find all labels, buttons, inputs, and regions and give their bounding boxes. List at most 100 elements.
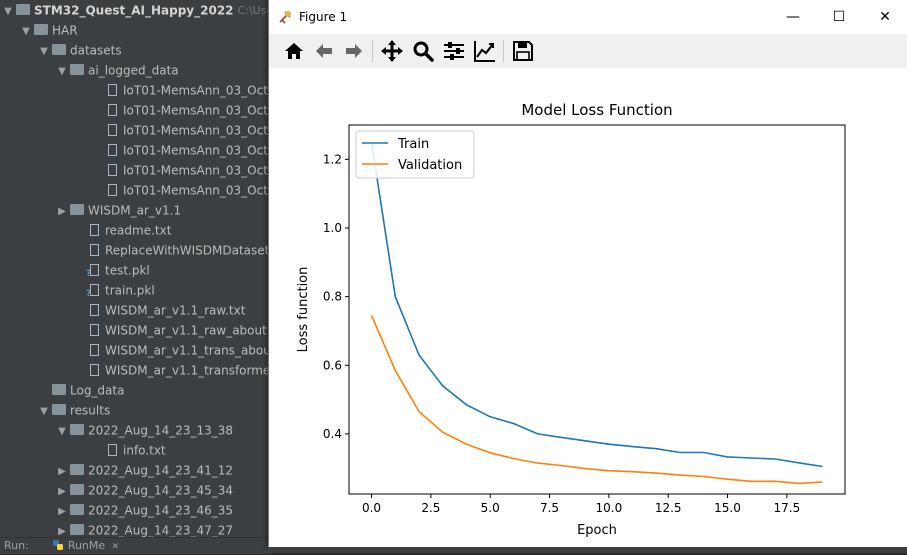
tree-file-row[interactable]: ReplaceWithWISDMDataset.txt [0,240,270,260]
chevron-right-icon[interactable]: ▶ [58,486,66,497]
folder-icon [34,24,48,35]
close-tab-icon[interactable]: ✕ [111,542,120,552]
chevron-down-icon[interactable]: ▼ [40,406,48,417]
chevron-right-icon[interactable]: ▶ [58,506,66,517]
text-file-icon [108,143,117,156]
y-tick-label: 1.0 [323,221,342,235]
text-file-icon [108,183,117,196]
x-tick-label: 10.0 [596,501,623,515]
tree-file-row[interactable]: WISDM_ar_v1.1_transformed.arff [0,360,270,380]
tree-folder-row[interactable]: ▶ WISDM_ar_v1.1 [0,200,270,220]
chevron-right-icon[interactable]: ▶ [58,206,66,217]
chevron-right-icon[interactable]: ▶ [58,526,66,537]
folder-icon [70,64,84,75]
tree-item-label: IoT01-MemsAnn_03_Oct_19_ [123,123,270,138]
tree-folder-row[interactable]: ▶ 2022_Aug_14_23_41_12 [0,460,270,480]
chevron-down-icon[interactable]: ▼ [58,66,66,77]
tree-file-row[interactable]: WISDM_ar_v1.1_raw.txt [0,300,270,320]
tree-file-row[interactable]: IoT01-MemsAnn_03_Oct_19_ [0,120,270,140]
window-title: Figure 1 [299,10,348,24]
zoom-icon[interactable] [410,38,436,64]
edit-axis-icon[interactable] [472,38,498,64]
tree-item-label: WISDM_ar_v1.1 [88,203,182,218]
project-path-hint: C:\Users [237,4,270,17]
tree-folder-row[interactable]: ▶ 2022_Aug_14_23_46_35 [0,500,270,520]
bottom-edge [268,547,907,553]
tree-file-row[interactable]: test.pkl [0,260,270,280]
tree-item-label: results [70,403,111,418]
tree-file-row[interactable]: info.txt [0,440,270,460]
text-file-icon [90,303,99,316]
chevron-down-icon[interactable]: ▼ [4,6,12,17]
tree-folder-row[interactable]: ▼ ai_logged_data [0,60,270,80]
tree-item-label: IoT01-MemsAnn_03_Oct_19_ [123,83,270,98]
navigation-toolbar [269,34,907,68]
folder-icon [52,44,66,55]
series-line-train [370,142,823,468]
tree-item-label: IoT01-MemsAnn_03_Oct_19_ [123,103,270,118]
folder-icon [70,424,84,435]
chevron-down-icon[interactable]: ▼ [58,426,66,437]
run-label: Run: [4,539,29,552]
text-file-icon [90,343,99,356]
tree-file-row[interactable]: IoT01-MemsAnn_03_Oct_19_ [0,100,270,120]
tree-folder-row[interactable]: ▼ HAR [0,20,270,40]
window-titlebar[interactable]: Figure 1 — ☐ ✕ [269,0,907,34]
save-icon[interactable] [510,38,536,64]
maximize-button[interactable]: ☐ [832,9,846,25]
toolbar-separator [503,40,504,62]
tree-item-label: WISDM_ar_v1.1_raw.txt [105,303,246,318]
chart-title: Model Loss Function [521,101,672,119]
x-tick-label: 5.0 [481,501,500,515]
home-icon[interactable] [281,38,307,64]
chevron-down-icon[interactable]: ▼ [22,26,30,37]
tree-item-label: train.pkl [105,283,155,298]
tree-folder-row[interactable]: ▶ 2022_Aug_14_23_45_34 [0,480,270,500]
tree-item-label: test.pkl [105,263,150,278]
tree-item-label: Log_data [70,383,125,398]
unknown-file-icon [86,283,99,300]
pan-icon[interactable] [379,38,405,64]
tree-folder-row[interactable]: Log_data [0,380,270,400]
tree-file-row[interactable]: IoT01-MemsAnn_03_Oct_19_ [0,80,270,100]
text-file-icon [90,223,99,236]
tree-file-row[interactable]: WISDM_ar_v1.1_raw_about.txt [0,320,270,340]
tree-folder-row[interactable]: ▼ results [0,400,270,420]
tree-folder-row[interactable]: ▶ 2022_Aug_14_23_47_27 [0,520,270,540]
tree-item-label: IoT01-MemsAnn_03_Oct_19_ [123,143,270,158]
configure-subplots-icon[interactable] [441,38,467,64]
tree-folder-row[interactable]: ▼ datasets [0,40,270,60]
chevron-down-icon[interactable]: ▼ [40,46,48,57]
folder-icon [52,384,66,395]
minimize-button[interactable]: — [786,9,800,25]
close-button[interactable]: ✕ [879,9,891,25]
folder-icon [70,524,84,535]
tree-folder-row[interactable]: ▼ 2022_Aug_14_23_13_38 [0,420,270,440]
tree-file-row[interactable]: train.pkl [0,280,270,300]
y-tick-label: 0.4 [323,427,342,441]
forward-icon[interactable] [341,38,367,64]
tree-file-row[interactable]: readme.txt [0,220,270,240]
folder-icon [70,484,84,495]
tree-item-label: IoT01-MemsAnn_03_Oct_19_ [123,183,270,198]
tree-file-row[interactable]: IoT01-MemsAnn_03_Oct_19_ [0,180,270,200]
folder-icon [70,464,84,475]
legend-label: Train [397,137,429,152]
loss-chart: Model Loss Function 0.0 2.5 5.0 7.5 10.0 12.5 1… [296,101,846,538]
x-tick-label: 2.5 [421,501,440,515]
back-icon[interactable] [311,38,337,64]
figure-canvas[interactable]: Model Loss Function 0.0 2.5 5.0 7.5 10.0 12.5 1… [269,68,907,547]
run-config-tab[interactable]: RunMe [67,539,106,552]
tree-item-label: 2022_Aug_14_23_47_27 [88,523,234,538]
tree-item-label: 2022_Aug_14_23_41_12 [88,463,234,478]
text-file-icon [108,123,117,136]
text-file-icon [108,103,117,116]
tree-item-label: 2022_Aug_14_23_45_34 [88,483,234,498]
tree-file-row[interactable]: IoT01-MemsAnn_03_Oct_19_ [0,140,270,160]
tree-file-row[interactable]: IoT01-MemsAnn_03_Oct_19_ [0,160,270,180]
unknown-file-icon [86,263,99,280]
chevron-right-icon[interactable]: ▶ [58,466,66,477]
tree-file-row[interactable]: WISDM_ar_v1.1_trans_about.txt [0,340,270,360]
